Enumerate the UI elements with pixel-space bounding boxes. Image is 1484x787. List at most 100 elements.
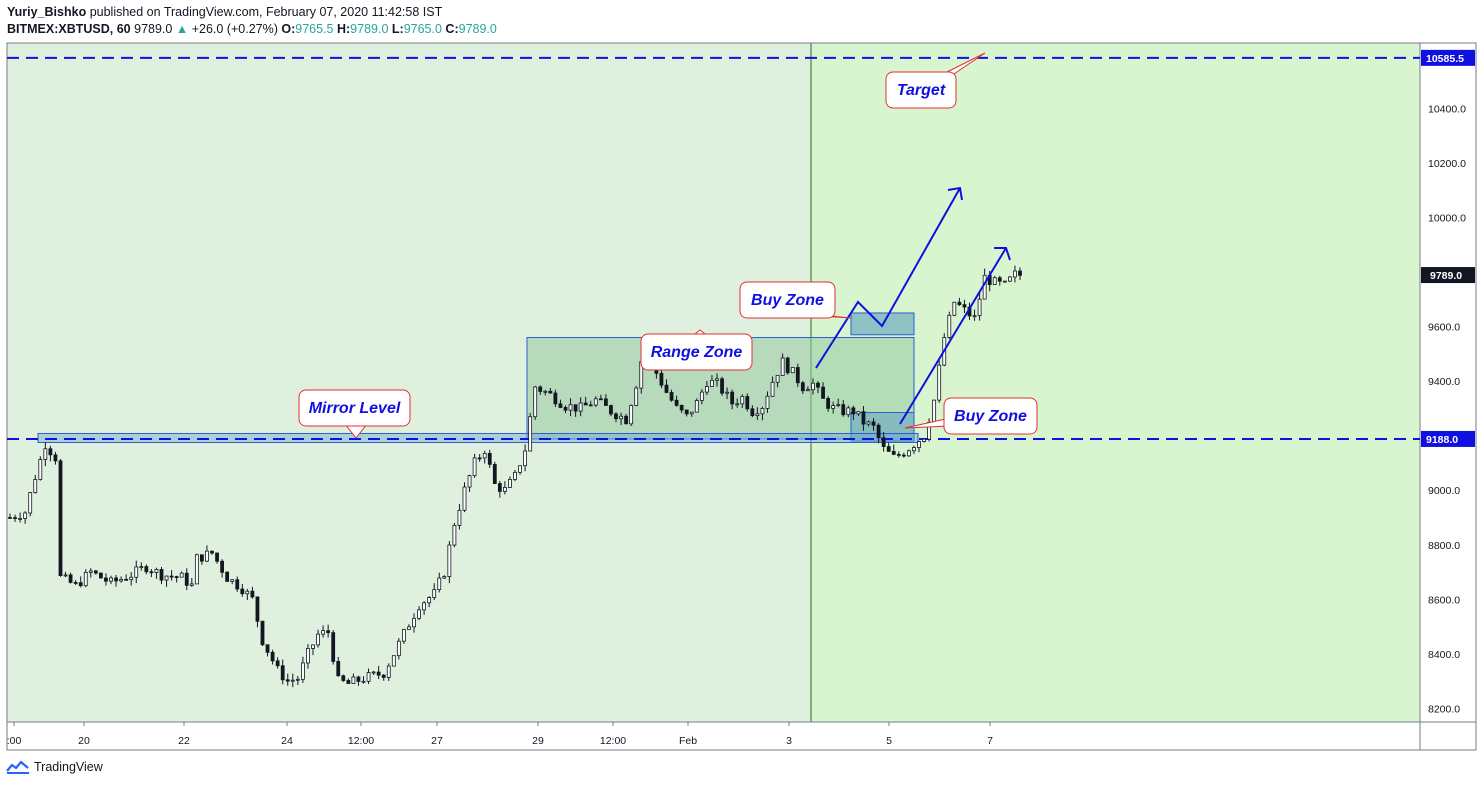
candle[interactable]	[624, 413, 628, 425]
candle[interactable]	[139, 562, 144, 571]
buy-zone-callout-upper-box[interactable]	[739, 281, 836, 319]
candle[interactable]	[705, 381, 709, 396]
candle[interactable]	[13, 514, 17, 522]
candle[interactable]	[836, 398, 841, 408]
candle[interactable]	[386, 663, 391, 681]
candle[interactable]	[331, 630, 336, 665]
candle[interactable]	[351, 673, 356, 684]
candle[interactable]	[598, 394, 603, 401]
candle[interactable]	[573, 404, 578, 417]
candle[interactable]	[215, 552, 219, 564]
candle[interactable]	[513, 469, 517, 482]
candle[interactable]	[780, 353, 785, 376]
candle[interactable]	[184, 568, 189, 591]
candle[interactable]	[861, 406, 866, 431]
candle[interactable]	[290, 673, 295, 688]
candle[interactable]	[316, 629, 320, 648]
candle[interactable]	[972, 309, 977, 321]
candle[interactable]	[674, 395, 679, 407]
tradingview-logo-icon[interactable]	[6, 760, 30, 774]
candle[interactable]	[497, 480, 502, 498]
candle[interactable]	[270, 649, 275, 665]
candle[interactable]	[381, 674, 386, 681]
candle[interactable]	[901, 452, 906, 458]
candle[interactable]	[28, 492, 33, 517]
candle[interactable]	[119, 576, 123, 583]
candle[interactable]	[68, 572, 73, 584]
candle[interactable]	[53, 451, 58, 465]
candle[interactable]	[174, 575, 179, 583]
candle[interactable]	[482, 450, 487, 464]
candle[interactable]	[1018, 267, 1022, 280]
candle[interactable]	[694, 398, 699, 413]
candle[interactable]	[826, 396, 830, 412]
candle[interactable]	[225, 571, 230, 582]
tradingview-brand[interactable]: TradingView	[34, 760, 103, 774]
candle[interactable]	[876, 423, 881, 444]
candle[interactable]	[255, 596, 260, 628]
buy-zone-callout-lower-box[interactable]	[943, 397, 1038, 435]
candle[interactable]	[619, 412, 623, 426]
mirror-level-callout-box[interactable]	[298, 389, 411, 427]
candle[interactable]	[417, 606, 421, 621]
candle[interactable]	[957, 297, 962, 306]
candle[interactable]	[326, 624, 331, 638]
candle[interactable]	[48, 445, 53, 462]
candle[interactable]	[83, 569, 88, 588]
candle[interactable]	[669, 389, 674, 402]
candle[interactable]	[240, 583, 245, 597]
candle[interactable]	[851, 405, 856, 421]
candle[interactable]	[568, 398, 573, 417]
candle[interactable]	[427, 595, 432, 608]
candle[interactable]	[593, 396, 598, 408]
candle[interactable]	[300, 656, 305, 684]
candle[interactable]	[715, 373, 719, 387]
candle[interactable]	[846, 405, 851, 418]
candle[interactable]	[831, 401, 836, 414]
candle[interactable]	[88, 568, 93, 578]
candle[interactable]	[912, 445, 916, 455]
candle[interactable]	[341, 674, 346, 682]
candle[interactable]	[154, 567, 159, 579]
candle[interactable]	[816, 381, 820, 394]
candle[interactable]	[220, 559, 225, 578]
candle[interactable]	[356, 675, 361, 686]
candle[interactable]	[129, 572, 134, 586]
candle[interactable]	[997, 275, 1002, 286]
candle[interactable]	[467, 474, 472, 492]
candle[interactable]	[740, 394, 745, 409]
candle[interactable]	[553, 389, 558, 407]
candle[interactable]	[543, 389, 548, 396]
candle[interactable]	[18, 512, 23, 523]
candle[interactable]	[265, 644, 270, 657]
candle[interactable]	[578, 397, 583, 417]
candle[interactable]	[124, 574, 129, 581]
candle[interactable]	[462, 482, 467, 513]
candle[interactable]	[947, 311, 952, 340]
candle[interactable]	[558, 399, 563, 409]
candle[interactable]	[770, 376, 775, 397]
candle[interactable]	[684, 409, 689, 417]
candle[interactable]	[977, 293, 982, 321]
candle[interactable]	[891, 444, 896, 456]
candle[interactable]	[457, 504, 462, 530]
candle[interactable]	[250, 586, 255, 599]
candle[interactable]	[295, 675, 300, 685]
candle[interactable]	[1008, 276, 1012, 282]
candle[interactable]	[78, 576, 83, 588]
candle[interactable]	[745, 393, 750, 412]
candle[interactable]	[659, 369, 664, 389]
candle[interactable]	[790, 367, 795, 374]
candle[interactable]	[371, 670, 376, 675]
candle[interactable]	[730, 389, 735, 410]
candle[interactable]	[285, 673, 290, 686]
candle[interactable]	[442, 575, 447, 579]
candle[interactable]	[871, 418, 876, 431]
candle[interactable]	[401, 628, 406, 644]
candle[interactable]	[412, 613, 416, 633]
candle[interactable]	[523, 444, 527, 472]
candle[interactable]	[93, 569, 98, 575]
candle[interactable]	[604, 394, 608, 406]
candle[interactable]	[922, 438, 926, 443]
candle[interactable]	[134, 560, 139, 584]
